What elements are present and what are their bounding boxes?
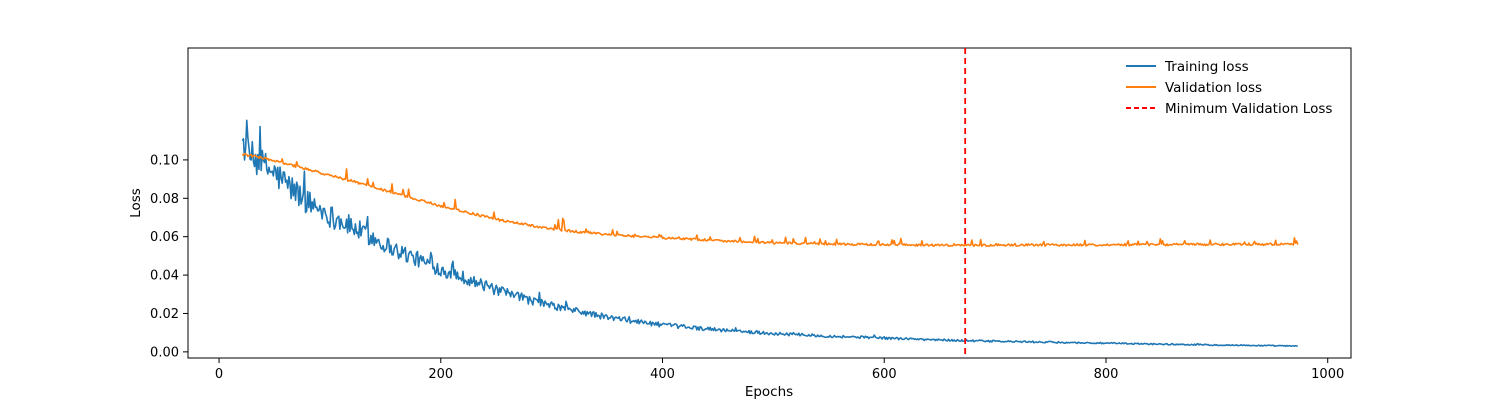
legend-label-training: Training loss	[1164, 59, 1249, 75]
y-tick-label: 0.00	[150, 345, 179, 360]
x-tick-label: 800	[1094, 367, 1119, 382]
legend: Training loss Validation loss Minimum Va…	[1126, 59, 1332, 117]
x-tick-label: 600	[872, 367, 897, 382]
series-lines	[241, 48, 1299, 358]
axis-ticks: 0 200 400 600 800 1000 0.00 0.02 0.04 0.06 0.08 0.1…	[150, 153, 1344, 382]
x-tick-label: 0	[215, 367, 223, 382]
y-axis-label: Loss	[128, 188, 144, 218]
x-tick-label: 400	[650, 367, 675, 382]
y-tick-label: 0.10	[150, 153, 179, 168]
training-loss-line	[241, 119, 1298, 348]
validation-loss-line	[241, 152, 1299, 248]
y-tick-label: 0.04	[150, 269, 179, 284]
x-axis-label: Epochs	[745, 384, 793, 400]
x-tick-label: 200	[428, 367, 453, 382]
y-tick-label: 0.06	[150, 230, 179, 245]
legend-label-min-val: Minimum Validation Loss	[1165, 101, 1332, 117]
plot-area	[187, 47, 1352, 359]
x-tick-label: 1000	[1311, 367, 1344, 382]
legend-label-validation: Validation loss	[1165, 80, 1262, 96]
y-tick-label: 0.08	[150, 192, 179, 207]
y-tick-label: 0.02	[150, 307, 179, 322]
